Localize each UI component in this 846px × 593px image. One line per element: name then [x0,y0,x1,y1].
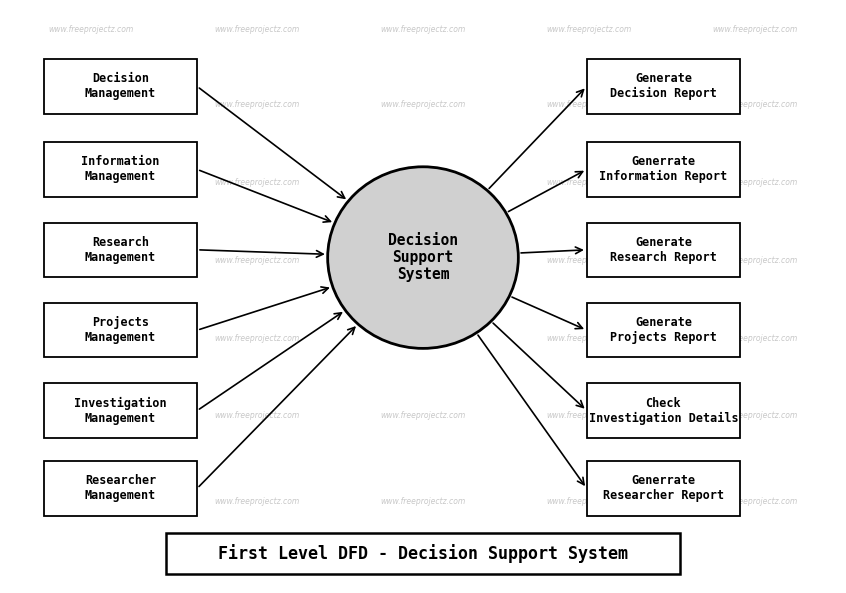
Text: www.freeprojectz.com: www.freeprojectz.com [712,256,797,264]
Text: www.freeprojectz.com: www.freeprojectz.com [381,100,465,109]
Text: www.freeprojectz.com: www.freeprojectz.com [215,100,299,109]
FancyBboxPatch shape [44,303,197,358]
Text: Generate
Decision Report: Generate Decision Report [610,72,717,100]
Text: www.freeprojectz.com: www.freeprojectz.com [547,412,631,420]
FancyBboxPatch shape [44,59,197,114]
Text: www.freeprojectz.com: www.freeprojectz.com [712,333,797,343]
FancyBboxPatch shape [587,384,740,438]
Text: www.freeprojectz.com: www.freeprojectz.com [49,333,134,343]
FancyBboxPatch shape [44,384,197,438]
FancyBboxPatch shape [587,222,740,277]
Text: www.freeprojectz.com: www.freeprojectz.com [381,256,465,264]
Text: www.freeprojectz.com: www.freeprojectz.com [49,412,134,420]
Text: www.freeprojectz.com: www.freeprojectz.com [215,497,299,506]
Text: www.freeprojectz.com: www.freeprojectz.com [381,25,465,34]
Text: Generate
Projects Report: Generate Projects Report [610,316,717,344]
Text: www.freeprojectz.com: www.freeprojectz.com [215,256,299,264]
FancyBboxPatch shape [587,142,740,197]
Text: www.freeprojectz.com: www.freeprojectz.com [49,497,134,506]
Ellipse shape [327,167,519,349]
Text: Generrate
Information Report: Generrate Information Report [599,155,728,183]
FancyBboxPatch shape [587,461,740,516]
Text: www.freeprojectz.com: www.freeprojectz.com [547,178,631,187]
Text: Projects
Management: Projects Management [85,316,156,344]
Text: www.freeprojectz.com: www.freeprojectz.com [547,25,631,34]
Text: Generate
Research Report: Generate Research Report [610,236,717,264]
Text: www.freeprojectz.com: www.freeprojectz.com [49,25,134,34]
Text: www.freeprojectz.com: www.freeprojectz.com [49,256,134,264]
FancyBboxPatch shape [166,533,680,574]
Text: www.freeprojectz.com: www.freeprojectz.com [547,100,631,109]
Text: www.freeprojectz.com: www.freeprojectz.com [712,412,797,420]
Text: www.freeprojectz.com: www.freeprojectz.com [547,333,631,343]
Text: www.freeprojectz.com: www.freeprojectz.com [547,256,631,264]
FancyBboxPatch shape [587,59,740,114]
Text: www.freeprojectz.com: www.freeprojectz.com [215,333,299,343]
Text: www.freeprojectz.com: www.freeprojectz.com [712,497,797,506]
FancyBboxPatch shape [44,142,197,197]
Text: www.freeprojectz.com: www.freeprojectz.com [215,412,299,420]
FancyBboxPatch shape [587,303,740,358]
FancyBboxPatch shape [44,222,197,277]
Text: www.freeprojectz.com: www.freeprojectz.com [381,178,465,187]
Text: Check
Investigation Details: Check Investigation Details [589,397,739,425]
Text: Researcher
Management: Researcher Management [85,474,156,502]
FancyBboxPatch shape [44,461,197,516]
Text: www.freeprojectz.com: www.freeprojectz.com [381,497,465,506]
Text: Investigation
Management: Investigation Management [74,397,167,425]
Text: First Level DFD - Decision Support System: First Level DFD - Decision Support Syste… [218,544,628,563]
Text: Decision
Support
System: Decision Support System [388,232,458,282]
Text: www.freeprojectz.com: www.freeprojectz.com [49,178,134,187]
Text: www.freeprojectz.com: www.freeprojectz.com [712,178,797,187]
Text: www.freeprojectz.com: www.freeprojectz.com [381,412,465,420]
Text: Generrate
Researcher Report: Generrate Researcher Report [603,474,724,502]
Text: www.freeprojectz.com: www.freeprojectz.com [712,100,797,109]
Text: www.freeprojectz.com: www.freeprojectz.com [712,25,797,34]
Text: www.freeprojectz.com: www.freeprojectz.com [215,178,299,187]
Text: www.freeprojectz.com: www.freeprojectz.com [49,100,134,109]
Text: www.freeprojectz.com: www.freeprojectz.com [547,497,631,506]
Text: Information
Management: Information Management [81,155,160,183]
Text: Research
Management: Research Management [85,236,156,264]
Text: www.freeprojectz.com: www.freeprojectz.com [381,333,465,343]
Text: www.freeprojectz.com: www.freeprojectz.com [215,25,299,34]
Text: Decision
Management: Decision Management [85,72,156,100]
